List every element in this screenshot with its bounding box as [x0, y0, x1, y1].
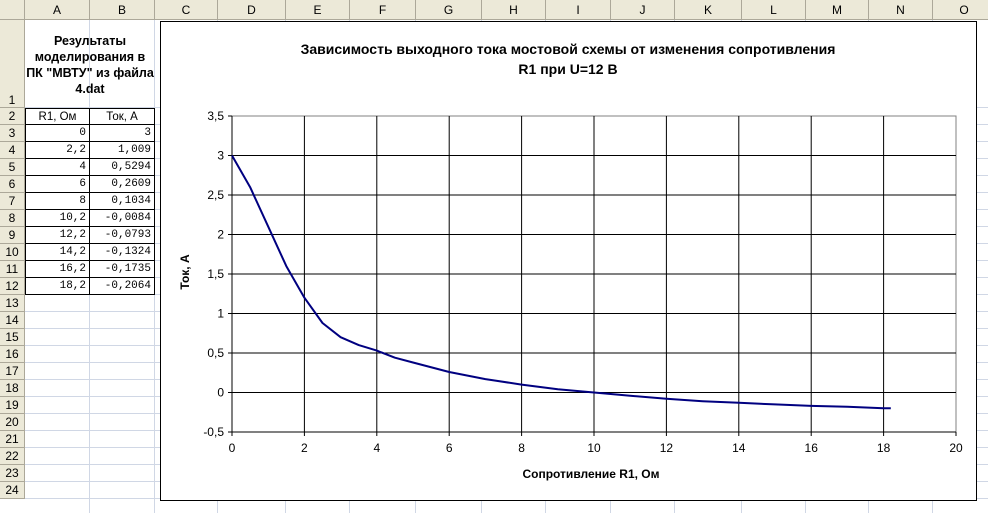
- x-tick-label: 18: [877, 441, 891, 455]
- y-tick-label: -0,5: [203, 425, 224, 439]
- line-chart: Зависимость выходного тока мостовой схем…: [178, 41, 963, 481]
- column-header-e[interactable]: E: [286, 0, 350, 20]
- column-header-m[interactable]: M: [806, 0, 869, 20]
- x-tick-label: 16: [805, 441, 819, 455]
- y-axis-label: Ток, А: [178, 254, 192, 290]
- row-header-19[interactable]: 19: [0, 397, 25, 414]
- cell-r1-value[interactable]: 16,2: [25, 261, 90, 278]
- row-header-10[interactable]: 10: [0, 244, 25, 261]
- row-header-20[interactable]: 20: [0, 414, 25, 431]
- row-header-23[interactable]: 23: [0, 465, 25, 482]
- cell-current-value[interactable]: -0,0793: [90, 227, 155, 244]
- cell-current-value[interactable]: -0,2064: [90, 278, 155, 295]
- column-header-h[interactable]: H: [482, 0, 546, 20]
- x-tick-label: 6: [446, 441, 453, 455]
- row-header-16[interactable]: 16: [0, 346, 25, 363]
- cell-r1-value[interactable]: 10,2: [25, 210, 90, 227]
- cell-r1-value[interactable]: 0: [25, 125, 90, 142]
- x-tick-label: 2: [301, 441, 308, 455]
- cell-current-value[interactable]: 0,1034: [90, 193, 155, 210]
- row-header-14[interactable]: 14: [0, 312, 25, 329]
- y-tick-label: 0: [217, 386, 224, 400]
- cell-r1-value[interactable]: 14,2: [25, 244, 90, 261]
- cell-r1-value[interactable]: 8: [25, 193, 90, 210]
- y-tick-label: 2,5: [207, 188, 224, 202]
- series-line: [231, 155, 891, 410]
- y-tick-label: 0,5: [207, 346, 224, 360]
- row-header-18[interactable]: 18: [0, 380, 25, 397]
- cell-current-value[interactable]: 3: [90, 125, 155, 142]
- cell-r1-value[interactable]: 2,2: [25, 142, 90, 159]
- cell-current-value[interactable]: 1,009: [90, 142, 155, 159]
- cell-current-value[interactable]: -0,1735: [90, 261, 155, 278]
- column-header-n[interactable]: N: [869, 0, 933, 20]
- cell-current-value[interactable]: -0,1324: [90, 244, 155, 261]
- row-header-2[interactable]: 2: [0, 108, 25, 125]
- x-tick-label: 4: [373, 441, 380, 455]
- cell-current-value[interactable]: 0,2609: [90, 176, 155, 193]
- y-tick-label: 2: [217, 228, 224, 242]
- header-current[interactable]: Ток, А: [90, 108, 155, 125]
- column-header-a[interactable]: A: [25, 0, 90, 20]
- cell-r1-value[interactable]: 18,2: [25, 278, 90, 295]
- x-tick-label: 0: [229, 441, 236, 455]
- cell-current-value[interactable]: 0,5294: [90, 159, 155, 176]
- chart-object[interactable]: Зависимость выходного тока мостовой схем…: [160, 21, 977, 501]
- row-header-13[interactable]: 13: [0, 295, 25, 312]
- x-tick-label: 14: [732, 441, 746, 455]
- row-header-12[interactable]: 12: [0, 278, 25, 295]
- column-header-d[interactable]: D: [218, 0, 286, 20]
- row-header-24[interactable]: 24: [0, 482, 25, 499]
- x-tick-label: 10: [587, 441, 601, 455]
- column-header-i[interactable]: I: [546, 0, 611, 20]
- row-header-5[interactable]: 5: [0, 159, 25, 176]
- cell-current-value[interactable]: -0,0084: [90, 210, 155, 227]
- chart-title-line1: Зависимость выходного тока мостовой схем…: [301, 41, 836, 57]
- cell-r1-value[interactable]: 6: [25, 176, 90, 193]
- row-header-3[interactable]: 3: [0, 125, 25, 142]
- x-tick-label: 12: [660, 441, 674, 455]
- cell-r1-value[interactable]: 4: [25, 159, 90, 176]
- row-header-11[interactable]: 11: [0, 261, 25, 278]
- column-header-b[interactable]: B: [90, 0, 155, 20]
- column-header-j[interactable]: J: [611, 0, 675, 20]
- column-header-k[interactable]: K: [675, 0, 742, 20]
- x-axis-label: Сопротивление R1, Ом: [522, 467, 659, 481]
- column-header-g[interactable]: G: [416, 0, 482, 20]
- x-tick-label: 20: [949, 441, 963, 455]
- row-header-6[interactable]: 6: [0, 176, 25, 193]
- row-header-7[interactable]: 7: [0, 193, 25, 210]
- y-tick-label: 1,5: [207, 267, 224, 281]
- x-tick-label: 8: [518, 441, 525, 455]
- row-header-1[interactable]: 1: [0, 20, 25, 108]
- row-header-15[interactable]: 15: [0, 329, 25, 346]
- column-header-o[interactable]: O: [933, 0, 988, 20]
- y-tick-label: 3,5: [207, 109, 224, 123]
- row-header-21[interactable]: 21: [0, 431, 25, 448]
- header-r1[interactable]: R1, Ом: [25, 108, 90, 125]
- cell-a1-title[interactable]: Результаты моделирования в ПК "МВТУ" из …: [26, 33, 154, 96]
- column-header-c[interactable]: C: [155, 0, 218, 20]
- chart-title-line2: R1 при U=12 В: [518, 61, 617, 77]
- select-all-corner[interactable]: [0, 0, 25, 20]
- row-header-17[interactable]: 17: [0, 363, 25, 380]
- row-header-22[interactable]: 22: [0, 448, 25, 465]
- row-header-8[interactable]: 8: [0, 210, 25, 227]
- cell-r1-value[interactable]: 12,2: [25, 227, 90, 244]
- row-header-9[interactable]: 9: [0, 227, 25, 244]
- row-header-4[interactable]: 4: [0, 142, 25, 159]
- column-header-l[interactable]: L: [742, 0, 806, 20]
- y-tick-label: 1: [217, 307, 224, 321]
- column-header-f[interactable]: F: [350, 0, 416, 20]
- y-tick-label: 3: [217, 149, 224, 163]
